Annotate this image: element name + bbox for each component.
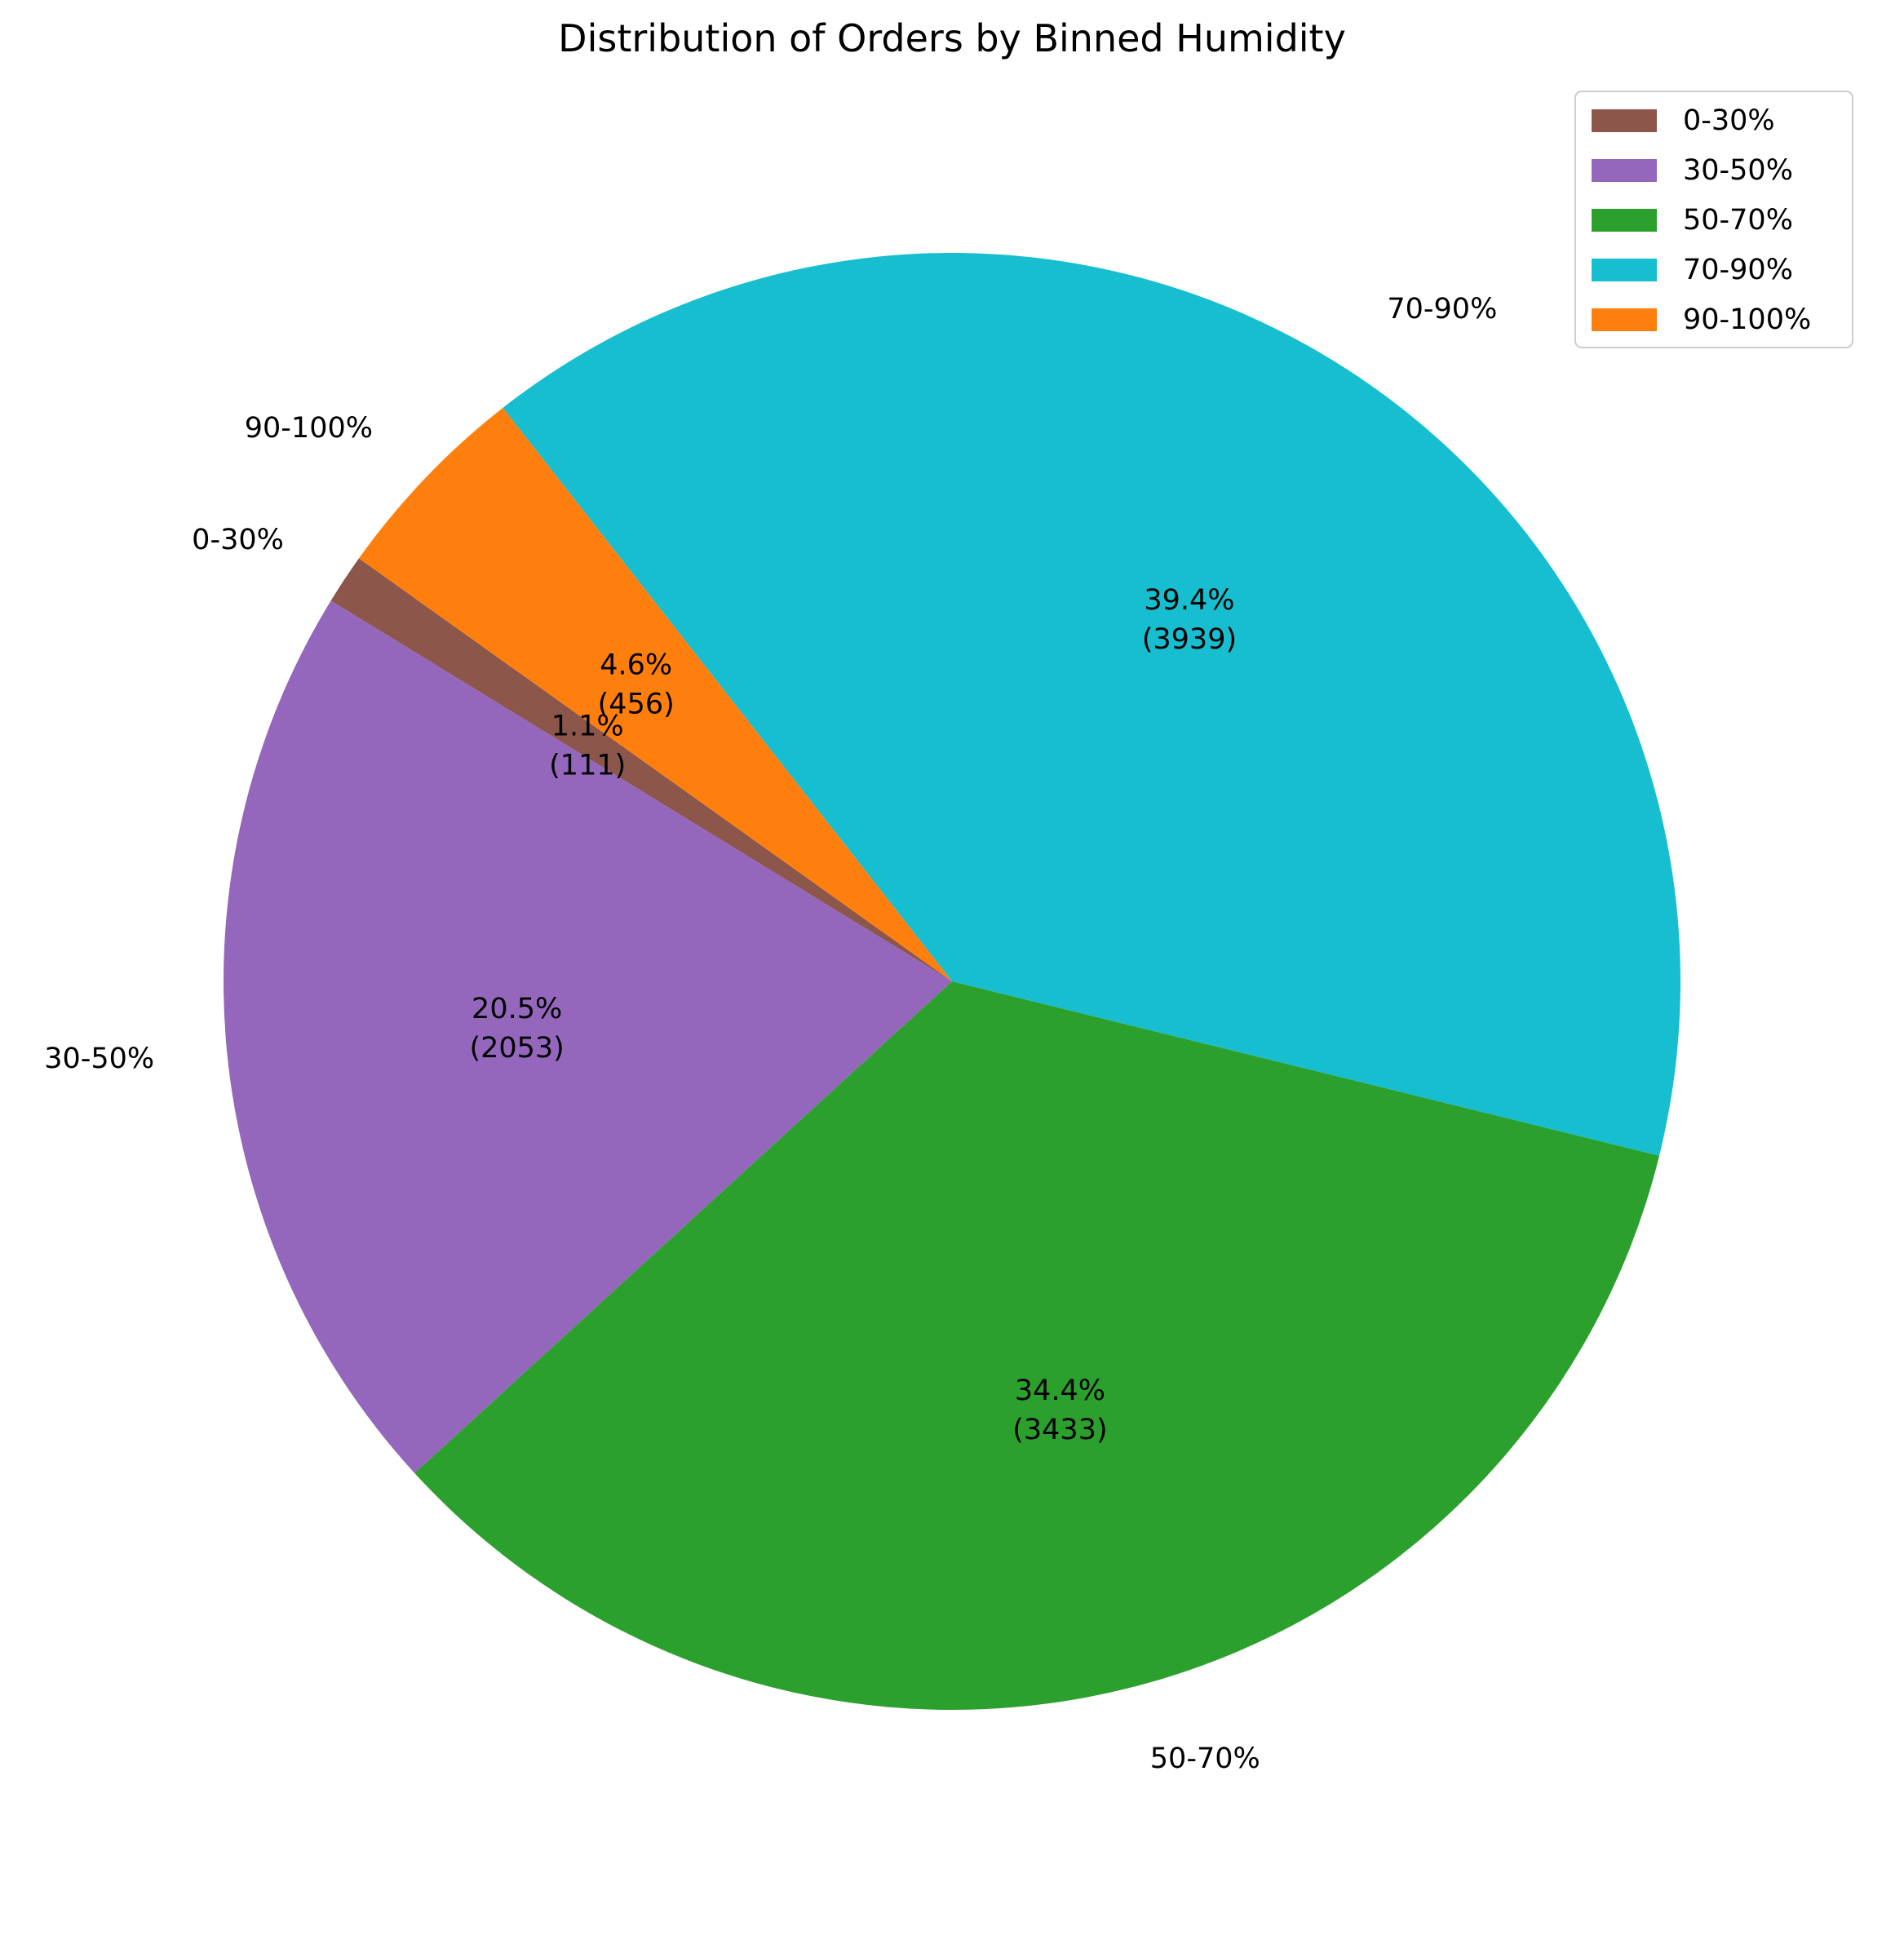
legend-label-0-30: 0-30% xyxy=(1683,104,1775,137)
slice-label-90-100: 90-100% xyxy=(245,412,373,445)
slice-label-50-70: 50-70% xyxy=(1150,1742,1260,1775)
pie-slice-30-50 xyxy=(223,600,953,1473)
slice-count-50-70: (3433) xyxy=(1012,1414,1107,1446)
slice-percent-90-100: 4.6% xyxy=(600,649,672,682)
legend: 0-30% 30-50% 50-70% 70-90% 90-100% xyxy=(1574,91,1853,348)
pie-slice-70-90 xyxy=(503,253,1680,1156)
slice-label-70-90: 70-90% xyxy=(1387,293,1497,325)
slice-label-30-50: 30-50% xyxy=(44,1043,154,1075)
legend-label-50-70: 50-70% xyxy=(1683,204,1793,237)
slice-count-30-50: (2053) xyxy=(469,1032,564,1065)
legend-frame xyxy=(1574,91,1853,348)
slice-count-0-30: (111) xyxy=(549,749,626,782)
legend-label-70-90: 70-90% xyxy=(1683,254,1793,286)
pie-slice-50-70 xyxy=(414,981,1660,1710)
legend-swatch-30-50 xyxy=(1592,159,1657,182)
legend-swatch-90-100 xyxy=(1592,308,1657,331)
slice-percent-30-50: 20.5% xyxy=(472,993,562,1025)
legend-swatch-0-30 xyxy=(1592,109,1657,132)
pie-slice-0-30 xyxy=(330,558,952,981)
slice-percent-50-70: 34.4% xyxy=(1015,1375,1105,1407)
legend-swatch-70-90 xyxy=(1592,259,1657,281)
slice-count-90-100: (456) xyxy=(598,689,675,721)
slice-percent-70-90: 39.4% xyxy=(1144,584,1234,617)
legend-label-30-50: 30-50% xyxy=(1683,154,1793,187)
chart-title: Distribution of Orders by Binned Humidit… xyxy=(558,16,1346,60)
pie-labels: 0-30% 1.1% (111) 30-50% 20.5% (2053) 50-70% 34.… xyxy=(44,293,1497,1775)
slice-count-70-90: (3939) xyxy=(1142,623,1237,656)
pie-slices xyxy=(223,253,1680,1710)
slice-label-0-30: 0-30% xyxy=(192,524,284,556)
slice-percent-0-30: 1.1% xyxy=(551,710,624,742)
pie-slice-90-100 xyxy=(358,407,952,982)
legend-label-90-100: 90-100% xyxy=(1683,303,1811,336)
legend-swatch-50-70 xyxy=(1592,209,1657,232)
